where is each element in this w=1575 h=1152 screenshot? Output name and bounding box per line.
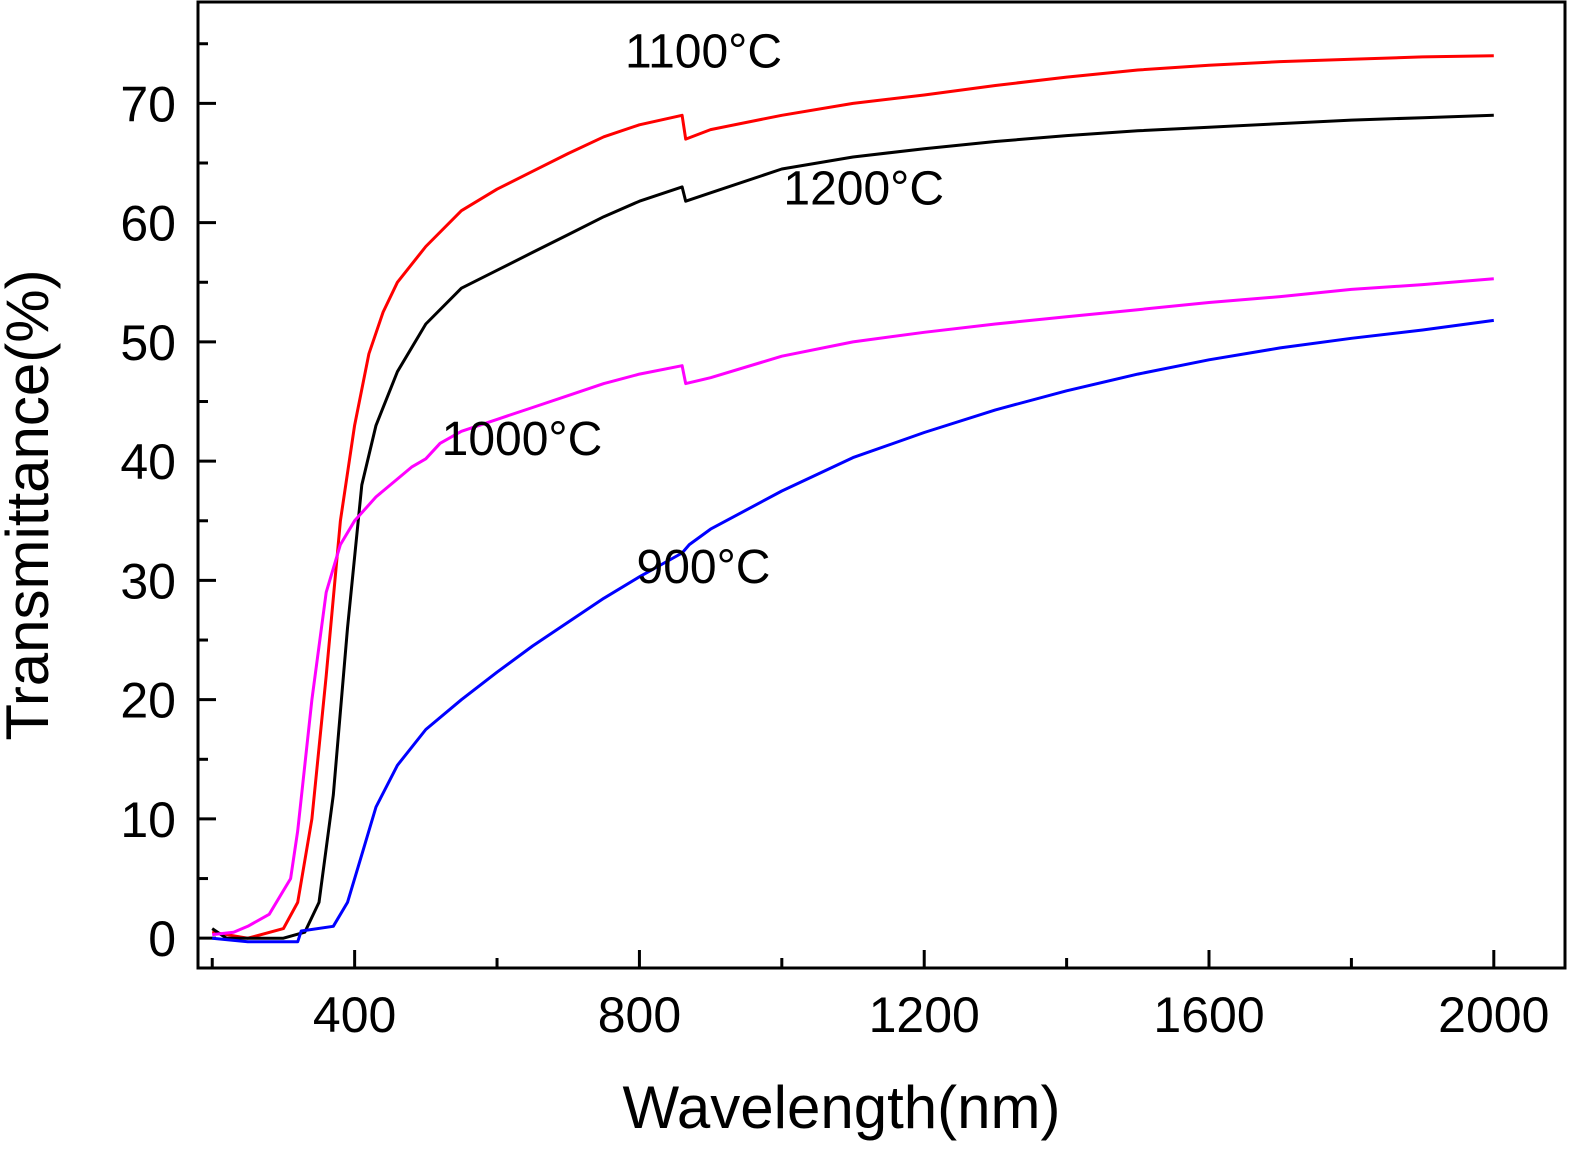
series-line-4: [212, 318, 1495, 944]
series-line-2: [211, 113, 1494, 940]
series-lines: [211, 54, 1495, 944]
series-annotation: 1000°C: [442, 413, 603, 466]
tick-labels: 400 800 1200 1600 2000 0 10 20 30 40 50 60 70: [120, 76, 1549, 1043]
x-tick-label: 1200: [869, 987, 980, 1043]
series-line-1: [211, 54, 1494, 940]
series-annotation: 900°C: [637, 541, 771, 594]
x-tick-label: 2000: [1438, 987, 1549, 1043]
y-tick-label: 40: [120, 434, 176, 490]
y-axis-title: Transmittance(%): [0, 269, 61, 740]
x-axis-title: Wavelength(nm): [623, 1074, 1061, 1141]
y-tick-label: 30: [120, 553, 176, 609]
y-tick-label: 0: [148, 911, 176, 967]
y-tick-label: 20: [120, 673, 176, 729]
y-tick-label: 10: [120, 792, 176, 848]
series-annotation: 1100°C: [625, 26, 782, 79]
y-tick-label: 50: [120, 315, 176, 371]
y-tick-label: 70: [120, 76, 176, 132]
plot-frame: [196, 0, 1567, 970]
axis-ticks: [198, 42, 1496, 968]
x-tick-label: 1600: [1153, 987, 1264, 1043]
x-tick-label: 800: [598, 987, 681, 1043]
series-line-3: [212, 277, 1494, 937]
series-annotation: 1200°C: [783, 163, 944, 216]
x-tick-label: 400: [313, 987, 396, 1043]
y-tick-label: 60: [120, 196, 176, 252]
series-annotations: 1100°C 1200°C 1000°C 900°C: [442, 26, 944, 594]
